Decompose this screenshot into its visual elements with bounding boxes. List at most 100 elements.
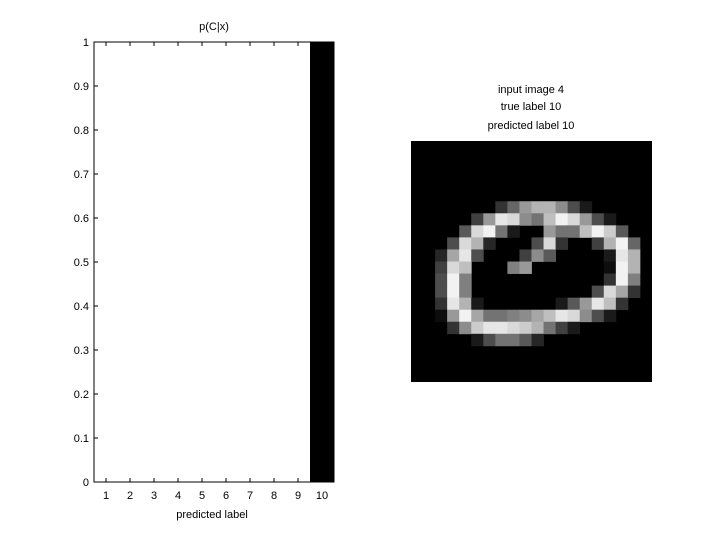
image-pixel	[627, 285, 641, 299]
ytick-label: 0.2	[74, 389, 89, 401]
image-pixel	[591, 285, 605, 299]
image-pixel	[459, 285, 472, 299]
image-pixel	[471, 213, 484, 226]
ytick-label: 0.9	[74, 81, 89, 93]
image-pixel	[519, 261, 532, 274]
image-pixel	[459, 309, 472, 323]
bar-chart-title: p(C|x)	[199, 21, 229, 33]
image-pixel	[507, 225, 520, 238]
image-pixel	[603, 213, 617, 226]
image-pixel	[507, 201, 520, 214]
image-pixel	[531, 237, 544, 250]
xtick-label: 9	[295, 490, 301, 502]
ytick-label: 0.6	[74, 213, 89, 225]
image-pixel	[459, 297, 472, 311]
image-pixel	[531, 321, 544, 335]
image-pixel	[447, 237, 460, 250]
image-pixel	[615, 225, 629, 238]
image-pixel	[471, 225, 484, 238]
image-pixel	[615, 261, 629, 274]
image-pixel	[519, 333, 532, 347]
image-pixel	[603, 237, 617, 250]
probability-bar-chart: p(C|x) 0 0.1 0.2 0.3 0.4 0.5 0.6 0.7 0.8 0.9 1 1 2 3…	[74, 21, 335, 521]
image-pixel	[519, 201, 532, 214]
image-pixel	[615, 249, 629, 262]
image-pixel	[555, 309, 569, 323]
image-pixel	[615, 237, 629, 250]
input-image-panel: input image 4 true label 10 predicted la…	[411, 84, 652, 382]
image-title-line-predicted-label: predicted label 10	[488, 120, 575, 132]
ytick-label: 0.1	[74, 433, 89, 445]
image-pixel	[555, 321, 569, 335]
image-pixel	[459, 249, 472, 262]
image-pixel	[555, 237, 569, 250]
image-pixel	[591, 309, 605, 323]
image-pixel	[531, 213, 544, 226]
image-pixel	[495, 309, 508, 323]
bar-chart-xlabel: predicted label	[176, 509, 248, 521]
image-pixel	[615, 297, 629, 311]
xtick-label: 3	[151, 490, 157, 502]
image-pixel	[579, 213, 593, 226]
image-pixel	[435, 297, 448, 311]
image-pixel	[579, 297, 593, 311]
xtick-label: 7	[247, 490, 253, 502]
xtick-label: 5	[199, 490, 205, 502]
image-pixel	[471, 297, 484, 311]
image-pixel	[543, 237, 556, 250]
image-pixel	[567, 213, 581, 226]
image-pixel	[507, 309, 520, 323]
image-pixel	[591, 225, 605, 238]
image-pixel	[495, 213, 508, 226]
image-pixel	[567, 297, 581, 311]
image-pixel	[579, 201, 593, 214]
xtick-label: 8	[271, 490, 277, 502]
image-pixel	[483, 309, 496, 323]
image-pixel	[519, 321, 532, 335]
image-pixel	[507, 213, 520, 226]
image-pixel	[507, 321, 520, 335]
image-pixel	[543, 213, 556, 226]
image-pixel	[591, 297, 605, 311]
image-pixel	[579, 309, 593, 323]
image-pixel	[519, 249, 532, 262]
image-pixel	[495, 201, 508, 214]
image-pixel	[555, 225, 569, 238]
ytick-label: 0.3	[74, 345, 89, 357]
image-pixel	[603, 285, 617, 299]
image-pixel	[603, 309, 617, 323]
image-pixel	[483, 225, 496, 238]
ytick-label: 0.4	[74, 301, 89, 313]
image-pixel	[603, 225, 617, 238]
image-pixel	[447, 309, 460, 323]
image-pixel	[531, 309, 544, 323]
image-pixel	[603, 273, 617, 286]
image-pixel	[435, 285, 448, 299]
xtick-label: 10	[316, 490, 328, 502]
image-pixel	[447, 285, 460, 299]
image-pixel	[531, 201, 544, 214]
image-pixel	[627, 273, 641, 286]
image-pixel	[495, 321, 508, 335]
image-pixel	[471, 321, 484, 335]
image-pixel	[543, 309, 556, 323]
ytick-label: 0	[83, 477, 89, 489]
image-pixel	[543, 225, 556, 238]
image-pixel	[591, 237, 605, 250]
image-pixel	[447, 261, 460, 274]
image-pixel	[483, 213, 496, 226]
image-pixel	[471, 309, 484, 323]
image-pixel	[627, 249, 641, 262]
image-pixel	[447, 249, 460, 262]
image-pixel	[435, 309, 448, 323]
image-pixel	[507, 261, 520, 274]
ytick-label: 0.8	[74, 125, 89, 137]
xtick-label: 6	[223, 490, 229, 502]
image-pixel	[531, 249, 544, 262]
image-pixel	[507, 333, 520, 347]
image-pixel	[495, 225, 508, 238]
image-pixel	[567, 309, 581, 323]
xtick-label: 1	[103, 490, 109, 502]
image-pixel	[435, 249, 448, 262]
